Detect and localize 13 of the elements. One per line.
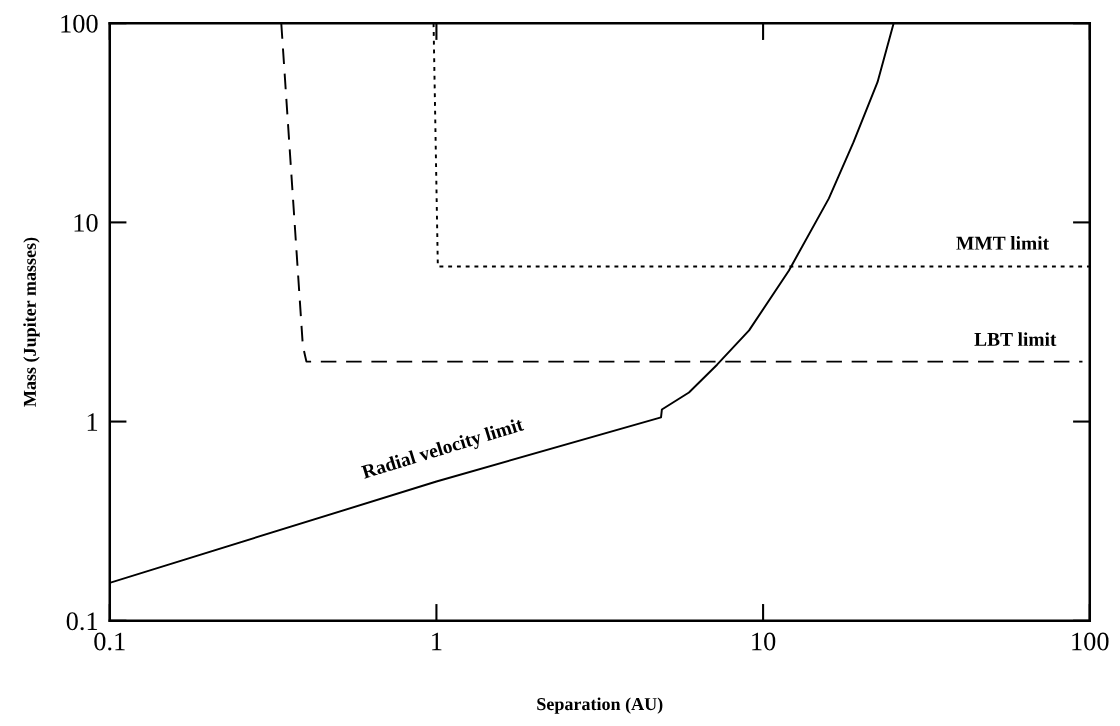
y-tick-label: 1 (87, 413, 98, 431)
x-tick-label: 100 (1072, 632, 1109, 651)
series-label: MMT limit (956, 236, 1049, 250)
x-tick-label: 0.1 (94, 632, 125, 651)
x-tick-label: 1 (432, 632, 442, 651)
series-label: LBT limit (974, 332, 1057, 346)
x-tick-label: 10 (752, 632, 776, 651)
y-axis-title: Mass (Jupiter masses) (23, 237, 40, 407)
y-tick-label: 10 (74, 214, 98, 232)
text: Radial velocity limit (360, 416, 526, 483)
y-tick-label: 100 (61, 14, 98, 33)
x-axis-title: Separation (AU) (537, 697, 663, 714)
y-tick-label: 0.1 (66, 612, 98, 631)
